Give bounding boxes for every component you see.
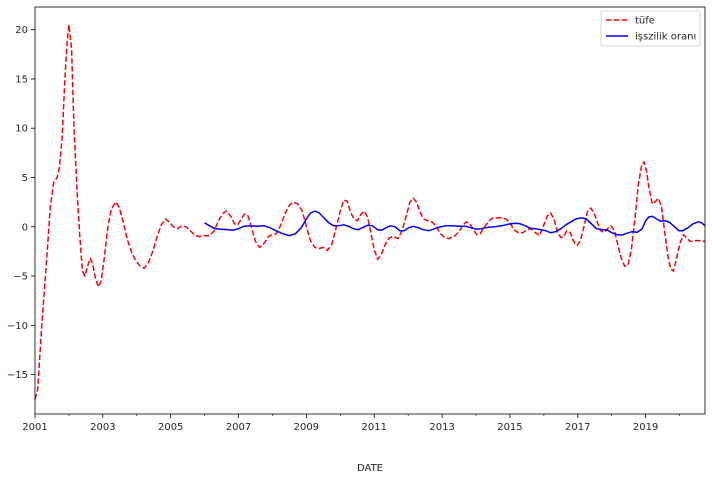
legend: tüfe işszilik oranı: [600, 10, 701, 47]
y-tick-label: 5: [22, 173, 28, 184]
x-axis: 2001 2003 2005 2007 2009 2011 2013 2015 2017 2019: [22, 414, 680, 433]
y-tick-label: −10: [7, 321, 28, 332]
x-tick-label: 2009: [294, 422, 319, 433]
series-line-1: [204, 210, 706, 237]
plot-frame: [34, 6, 706, 415]
y-tick-label: 15: [15, 74, 28, 85]
y-tick-label: −5: [13, 272, 28, 283]
y-axis: −15 −10 −5 0 5 10 15 20: [7, 25, 35, 381]
x-tick-label: 2019: [633, 422, 658, 433]
series-line-0: [34, 23, 706, 400]
y-tick-label: 10: [15, 124, 28, 135]
x-tick-label: 2013: [429, 422, 454, 433]
y-tick-label: 0: [22, 222, 28, 233]
series-layer: [34, 23, 706, 400]
x-tick-label: 2001: [22, 422, 47, 433]
y-tick-label: 20: [15, 25, 28, 36]
x-tick-label: 2005: [158, 422, 183, 433]
legend-label-issizlik-orani: işszilik oranı: [635, 32, 696, 43]
x-axis-title: DATE: [357, 463, 383, 474]
x-tick-label: 2003: [90, 422, 115, 433]
x-tick-label: 2011: [362, 422, 387, 433]
y-tick-label: −15: [7, 370, 28, 381]
x-tick-label: 2015: [497, 422, 522, 433]
legend-label-tufe: tüfe: [635, 16, 655, 27]
x-tick-label: 2007: [226, 422, 251, 433]
x-tick-label: 2017: [565, 422, 590, 433]
